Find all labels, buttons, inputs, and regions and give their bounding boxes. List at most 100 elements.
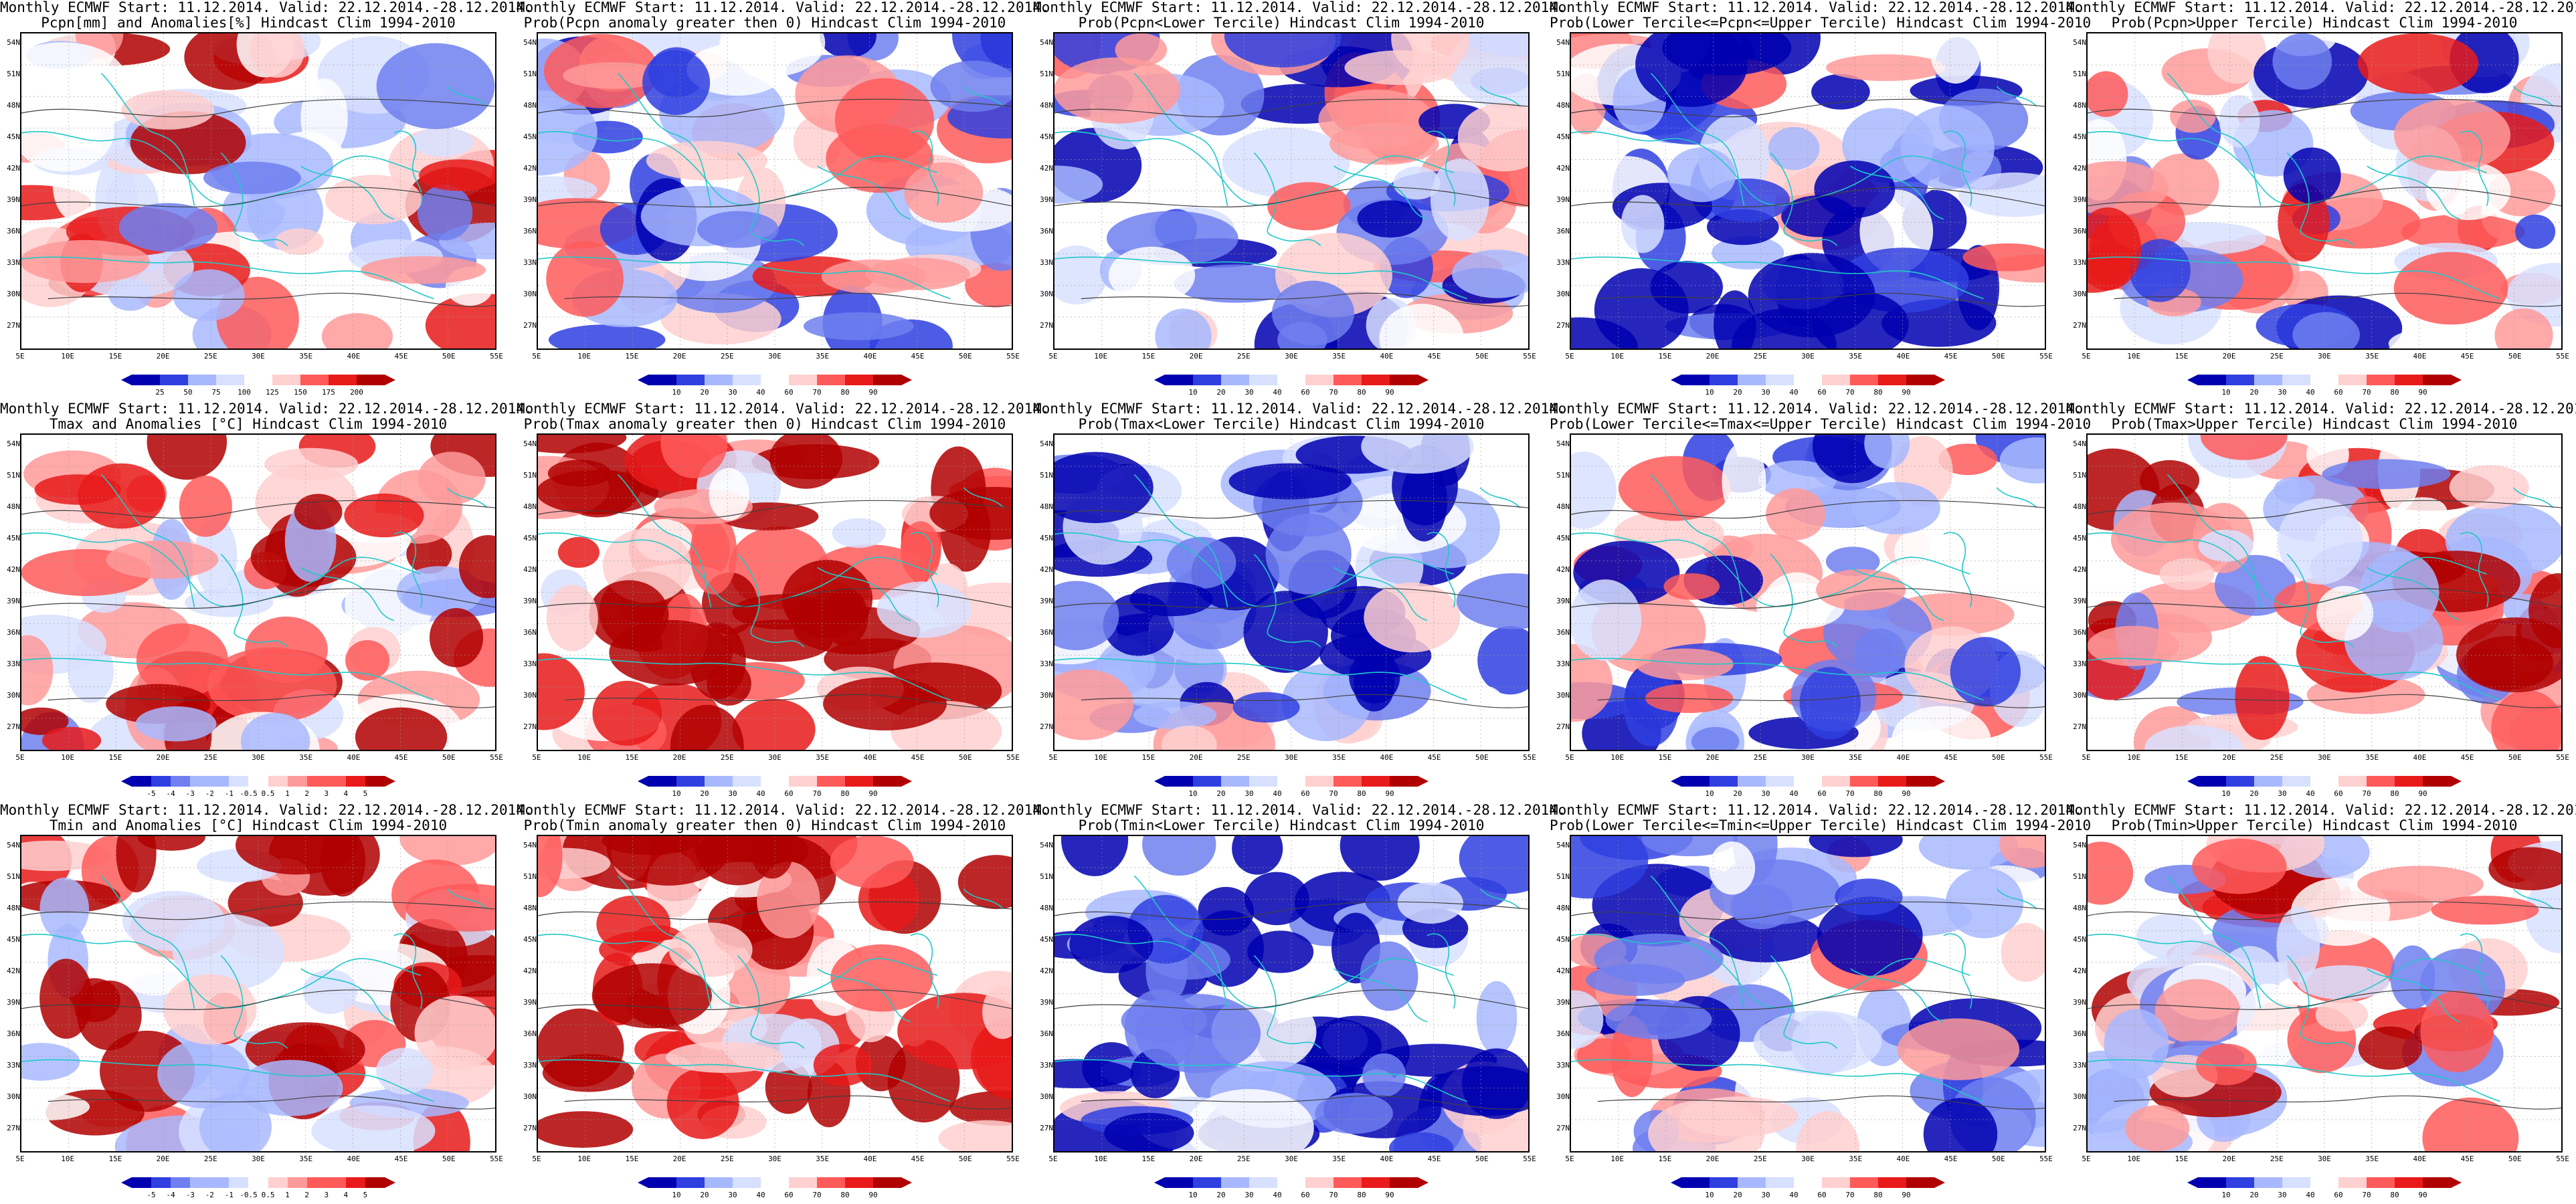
field-blob bbox=[2207, 33, 2266, 84]
lon-label: 15E bbox=[108, 352, 122, 361]
coastline bbox=[2512, 86, 2554, 107]
map-plot bbox=[1570, 835, 2046, 1152]
panel-title-line2: Prob(Lower Tercile<=Pcpn<=Upper Tercile)… bbox=[1550, 15, 2092, 31]
field-blob bbox=[538, 1008, 624, 1087]
field-blob bbox=[1166, 536, 1236, 589]
lat-label: 36N bbox=[2073, 628, 2086, 637]
field-blob bbox=[1981, 515, 2045, 557]
field-blob bbox=[238, 1060, 343, 1116]
lon-label: 40E bbox=[863, 753, 877, 762]
field-blob bbox=[1809, 836, 1903, 858]
colorbar-cell bbox=[326, 1177, 346, 1188]
field-blob bbox=[361, 256, 486, 284]
field-blob bbox=[39, 878, 90, 940]
colorbar-cell bbox=[345, 1177, 365, 1188]
lon-label: 35E bbox=[1849, 1155, 1863, 1163]
colorbar-tick-label: 10 bbox=[1188, 388, 1198, 397]
lat-label: 36N bbox=[1556, 1029, 1570, 1038]
colorbar-tick-label: 125 bbox=[266, 388, 279, 397]
map-plot bbox=[20, 433, 496, 751]
lon-label: 35E bbox=[299, 753, 313, 762]
field-blob bbox=[822, 677, 947, 731]
lon-label: 50E bbox=[1475, 1155, 1489, 1163]
field-blob bbox=[1222, 127, 1350, 198]
field-blob bbox=[1069, 915, 1154, 974]
colorbar-max-arrow bbox=[901, 776, 912, 787]
panel-title-line1: Monthly ECMWF Start: 11.12.2014. Valid: … bbox=[517, 401, 1050, 417]
field-blob bbox=[1449, 33, 1528, 109]
field-blob bbox=[646, 140, 768, 181]
lon-label: 35E bbox=[1332, 753, 1346, 762]
field-blob bbox=[546, 585, 598, 651]
coastline bbox=[1479, 487, 1521, 508]
field-blob bbox=[1709, 912, 1824, 963]
colorbar-cell bbox=[329, 375, 357, 385]
lon-label: 50E bbox=[1991, 1155, 2005, 1163]
field-blob bbox=[2088, 207, 2142, 291]
lat-label: 33N bbox=[523, 258, 537, 267]
colorbar-cell bbox=[2198, 1177, 2226, 1188]
colorbar-tick-label: 70 bbox=[1845, 1191, 1855, 1199]
lat-label: 30N bbox=[523, 290, 537, 298]
lon-label: 15E bbox=[625, 753, 639, 762]
coastline bbox=[2088, 130, 2487, 206]
isoline bbox=[564, 1095, 1012, 1110]
colorbar-tick-label: 20 bbox=[1216, 789, 1226, 798]
map-plot bbox=[2086, 433, 2563, 751]
colorbar-tick-label: 70 bbox=[2362, 1191, 2371, 1199]
colorbar-cell bbox=[1878, 1177, 1906, 1188]
colorbar-cell bbox=[1850, 776, 1878, 787]
lon-label: 55E bbox=[1006, 352, 1020, 361]
colorbar-tick-label: 60 bbox=[1817, 1191, 1827, 1199]
colorbar-min-arrow bbox=[638, 1177, 648, 1188]
colorbar-cell bbox=[845, 1177, 873, 1188]
color-bar bbox=[2187, 776, 2462, 787]
field-blob bbox=[1244, 872, 1309, 926]
coastline bbox=[2286, 152, 2355, 246]
field-blob bbox=[106, 540, 219, 579]
lon-label: 15E bbox=[1141, 1155, 1156, 1163]
lat-label: 33N bbox=[2073, 258, 2086, 267]
colorbar-cell bbox=[1165, 1177, 1193, 1188]
panel-title-line1: Monthly ECMWF Start: 11.12.2014. Valid: … bbox=[2066, 0, 2576, 15]
colorbar-tick-label: 40 bbox=[2306, 388, 2315, 397]
lon-label: 5E bbox=[2082, 1155, 2091, 1163]
color-bar bbox=[638, 776, 912, 787]
lat-label: 45N bbox=[7, 132, 20, 141]
lon-label: 40E bbox=[1896, 1155, 1910, 1163]
lon-label: 30E bbox=[1801, 753, 1815, 762]
lat-label: 39N bbox=[1556, 998, 1570, 1007]
colorbar-tick-label: 1 bbox=[285, 1191, 290, 1199]
color-bar bbox=[1154, 1177, 1429, 1188]
colorbar-tick-label: 20 bbox=[1733, 388, 1742, 397]
lon-label: 40E bbox=[2413, 753, 2427, 762]
field-blob bbox=[1999, 836, 2045, 869]
lat-label: 42N bbox=[1040, 565, 1053, 574]
field-blob bbox=[686, 43, 787, 96]
lat-label: 54N bbox=[2073, 38, 2086, 47]
colorbar-cell bbox=[2198, 776, 2226, 787]
lon-label: 50E bbox=[442, 1155, 456, 1163]
lon-label: 15E bbox=[1141, 753, 1156, 762]
map-field bbox=[1054, 33, 1528, 348]
lat-label: 54N bbox=[1556, 841, 1570, 849]
field-blob bbox=[1129, 582, 1213, 617]
lat-label: 48N bbox=[1040, 502, 1053, 511]
lat-label: 36N bbox=[2073, 227, 2086, 235]
coastline bbox=[737, 553, 805, 647]
colorbar-cell bbox=[2338, 1177, 2367, 1188]
lat-label: 33N bbox=[1556, 1061, 1570, 1070]
lat-label: 39N bbox=[523, 998, 537, 1007]
colorbar-tick-label: 80 bbox=[1357, 1191, 1366, 1199]
field-blob bbox=[538, 653, 585, 730]
field-blob bbox=[2272, 33, 2332, 90]
lon-label: 40E bbox=[1380, 753, 1394, 762]
colorbar-tick-label: 10 bbox=[1705, 1191, 1714, 1199]
lat-label: 30N bbox=[1556, 1092, 1570, 1101]
colorbar-cell bbox=[1681, 776, 1710, 787]
coastline bbox=[1054, 256, 1467, 300]
isoline bbox=[1571, 98, 2045, 118]
lat-label: 54N bbox=[523, 38, 537, 47]
coastline bbox=[21, 1059, 434, 1102]
panel-title-line2: Pcpn[mm] and Anomalies[%] Hindcast Clim … bbox=[41, 15, 456, 31]
